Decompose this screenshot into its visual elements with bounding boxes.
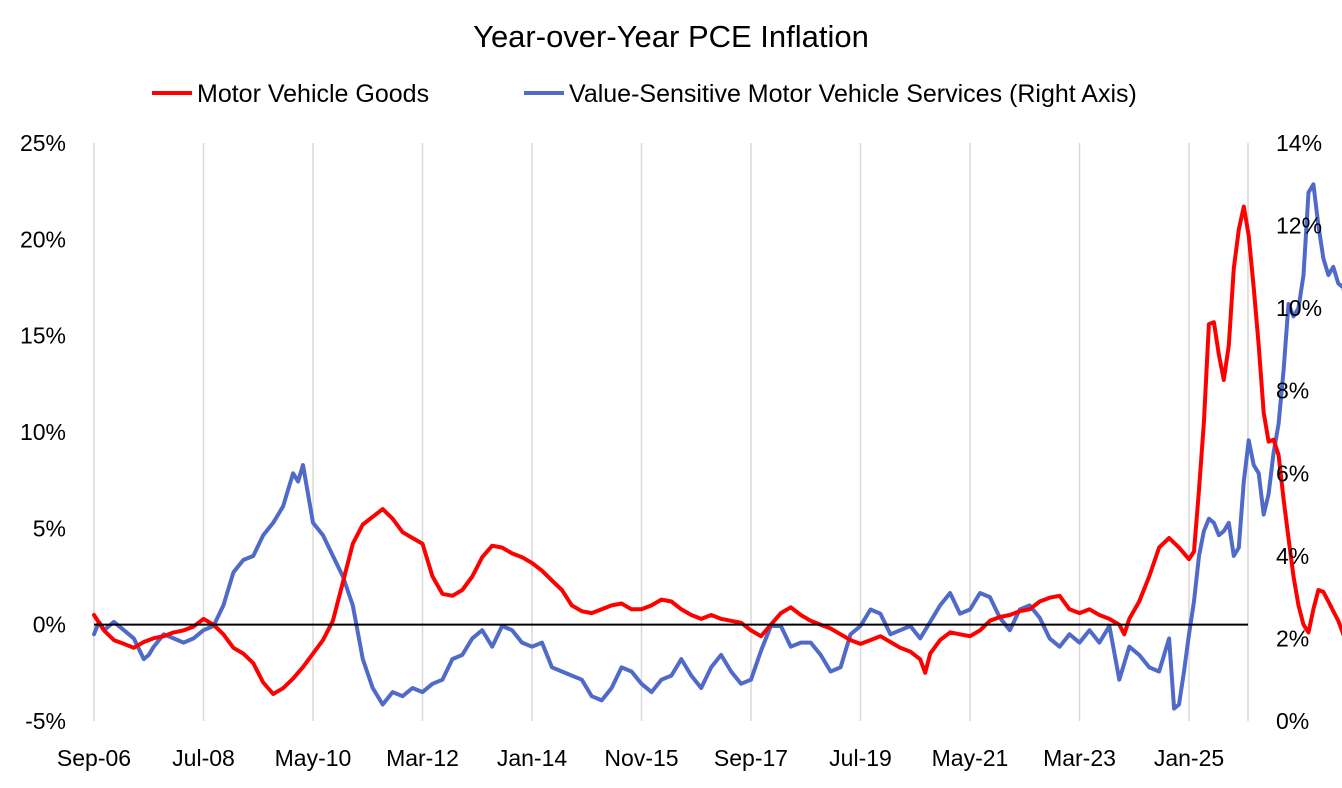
x-tick-label: Mar-12 [386,745,459,771]
x-tick-label: Mar-23 [1043,745,1116,771]
left-axis-ticks: -5% 0% 5% 10% 15% 20% 25% [20,130,66,734]
y-left-tick-label: 15% [20,323,66,349]
series-line-vehicle-services [92,182,1342,711]
chart-title: Year-over-Year PCE Inflation [473,19,869,54]
x-tick-label: May-10 [275,745,352,771]
y-right-tick-label: 6% [1276,460,1309,486]
y-right-tick-label: 4% [1276,543,1309,569]
y-left-tick-label: 25% [20,130,66,156]
x-tick-label: Jan-25 [1154,745,1224,771]
x-tick-label: Sep-06 [57,745,131,771]
series-lines [92,182,1342,711]
legend-label-vehicle-services: Value-Sensitive Motor Vehicle Services (… [569,80,1137,108]
y-left-tick-label: 0% [33,612,66,638]
y-right-tick-label: 12% [1276,213,1322,239]
y-right-tick-label: 14% [1276,130,1322,156]
x-tick-label: Jul-19 [829,745,892,771]
y-left-tick-label: 20% [20,226,66,252]
y-left-tick-label: -5% [25,708,66,734]
y-left-tick-label: 10% [20,419,66,445]
series-line-motor-vehicle-goods [92,204,1342,696]
gridlines [93,143,1249,721]
x-tick-label: Jul-08 [172,745,235,771]
y-right-tick-label: 2% [1276,625,1309,651]
right-axis-ticks: 0% 2% 4% 6% 8% 10% 12% 14% [1276,130,1322,734]
x-tick-label: May-21 [932,745,1009,771]
legend-label-motor-vehicle-goods: Motor Vehicle Goods [197,80,429,108]
y-right-tick-label: 10% [1276,295,1322,321]
legend: Motor Vehicle Goods Value-Sensitive Moto… [152,80,1137,108]
x-tick-label: Sep-17 [714,745,788,771]
y-left-tick-label: 5% [33,515,66,541]
x-tick-label: Nov-15 [604,745,678,771]
x-axis-ticks: Sep-06 Jul-08 May-10 Mar-12 Jan-14 Nov-15 Sep-… [57,745,1224,771]
y-right-tick-label: 8% [1276,378,1309,404]
x-tick-label: Jan-14 [497,745,568,771]
y-right-tick-label: 0% [1276,708,1309,734]
